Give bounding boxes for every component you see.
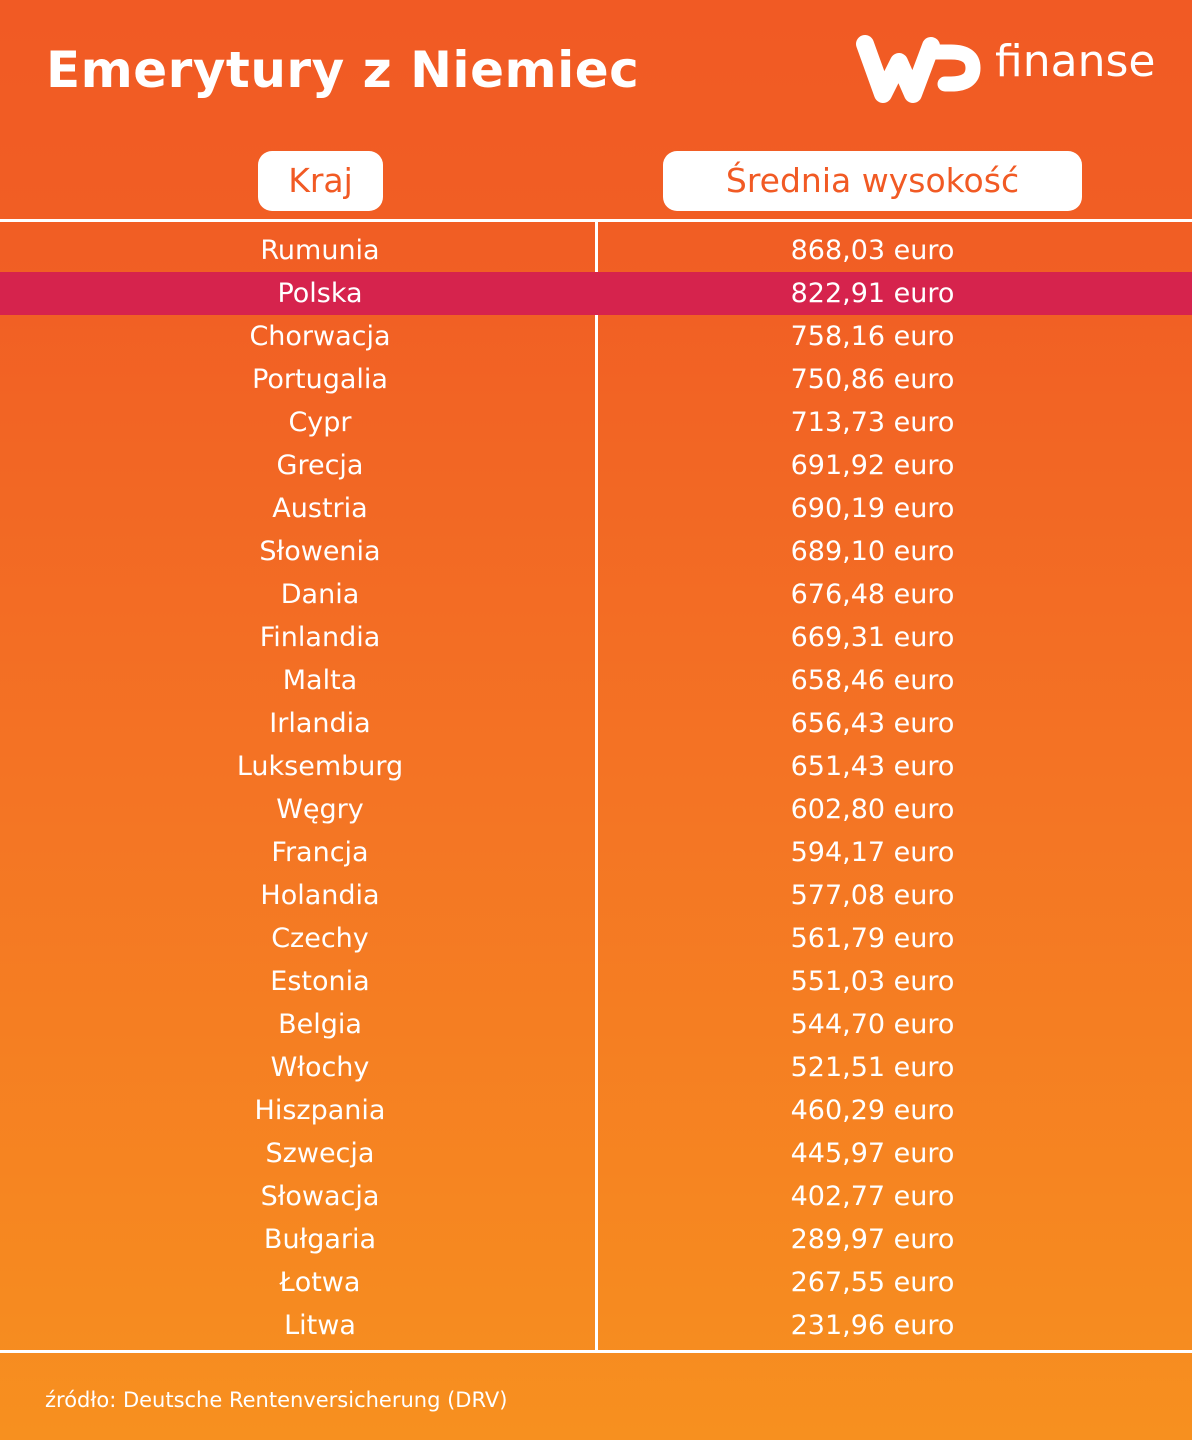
column-divider <box>595 221 598 1352</box>
logo-text: finanse <box>995 36 1156 87</box>
table-row-highlighted: Polska 822,91 euro <box>0 272 1192 315</box>
value-cell: 656,43 euro <box>790 708 955 739</box>
country-cell: Czechy <box>271 923 369 954</box>
value-cell: 691,92 euro <box>790 450 955 481</box>
wp-logo-icon <box>856 35 981 103</box>
table-top-divider <box>0 219 1192 222</box>
value-cell: 758,16 euro <box>790 321 955 352</box>
value-cell: 868,03 euro <box>790 235 955 266</box>
value-cell: 231,96 euro <box>790 1310 955 1341</box>
table-row: Portugalia 750,86 euro <box>0 358 1192 401</box>
table-body: Rumunia 868,03 euro Polska 822,91 euro Chorw… <box>0 229 1192 1347</box>
country-cell: Hiszpania <box>254 1095 386 1126</box>
column-header-average: Średnia wysokość <box>663 151 1082 211</box>
table-row: Słowenia 689,10 euro <box>0 530 1192 573</box>
page-title: Emerytury z Niemiec <box>46 41 640 99</box>
country-cell: Austria <box>272 493 368 524</box>
country-cell: Grecja <box>276 450 364 481</box>
country-cell: Dania <box>280 579 360 610</box>
table-row: Bułgaria 289,97 euro <box>0 1218 1192 1261</box>
table-row: Luksemburg 651,43 euro <box>0 745 1192 788</box>
table-row: Francja 594,17 euro <box>0 831 1192 874</box>
value-cell: 676,48 euro <box>790 579 955 610</box>
table-row: Rumunia 868,03 euro <box>0 229 1192 272</box>
country-cell: Estonia <box>270 966 370 997</box>
country-cell: Słowenia <box>259 536 381 567</box>
table-row: Estonia 551,03 euro <box>0 960 1192 1003</box>
country-cell: Cypr <box>288 407 352 438</box>
value-cell: 289,97 euro <box>790 1224 955 1255</box>
country-cell: Irlandia <box>269 708 371 739</box>
table-row: Irlandia 656,43 euro <box>0 702 1192 745</box>
country-cell: Chorwacja <box>249 321 391 352</box>
value-cell: 521,51 euro <box>790 1052 955 1083</box>
table-row: Łotwa 267,55 euro <box>0 1261 1192 1304</box>
country-cell: Łotwa <box>279 1267 361 1298</box>
country-cell: Finlandia <box>259 622 381 653</box>
value-cell: 267,55 euro <box>790 1267 955 1298</box>
column-header-country: Kraj <box>258 151 383 211</box>
table-row: Chorwacja 758,16 euro <box>0 315 1192 358</box>
country-cell: Słowacja <box>260 1181 380 1212</box>
country-cell: Luksemburg <box>236 751 404 782</box>
country-cell: Włochy <box>270 1052 370 1083</box>
country-cell: Portugalia <box>252 364 388 395</box>
country-cell: Polska <box>277 278 363 309</box>
value-cell: 602,80 euro <box>790 794 955 825</box>
value-cell: 651,43 euro <box>790 751 955 782</box>
country-cell: Bułgaria <box>263 1224 377 1255</box>
table-row: Litwa 231,96 euro <box>0 1304 1192 1347</box>
table-row: Włochy 521,51 euro <box>0 1046 1192 1089</box>
country-cell: Francja <box>271 837 369 868</box>
table-row: Cypr 713,73 euro <box>0 401 1192 444</box>
value-cell: 822,91 euro <box>790 278 955 309</box>
value-cell: 402,77 euro <box>790 1181 955 1212</box>
country-cell: Rumunia <box>260 235 380 266</box>
table-row: Holandia 577,08 euro <box>0 874 1192 917</box>
country-cell: Malta <box>282 665 358 696</box>
country-cell: Belgia <box>278 1009 362 1040</box>
value-cell: 551,03 euro <box>790 966 955 997</box>
value-cell: 750,86 euro <box>790 364 955 395</box>
value-cell: 594,17 euro <box>790 837 955 868</box>
value-cell: 445,97 euro <box>790 1138 955 1169</box>
country-cell: Węgry <box>276 794 364 825</box>
value-cell: 544,70 euro <box>790 1009 955 1040</box>
table-row: Finlandia 669,31 euro <box>0 616 1192 659</box>
table-row: Grecja 691,92 euro <box>0 444 1192 487</box>
table-row: Malta 658,46 euro <box>0 659 1192 702</box>
value-cell: 658,46 euro <box>790 665 955 696</box>
table-row: Słowacja 402,77 euro <box>0 1175 1192 1218</box>
value-cell: 460,29 euro <box>790 1095 955 1126</box>
value-cell: 577,08 euro <box>790 880 955 911</box>
table-row: Belgia 544,70 euro <box>0 1003 1192 1046</box>
country-cell: Litwa <box>284 1310 356 1341</box>
table-row: Dania 676,48 euro <box>0 573 1192 616</box>
table-row: Hiszpania 460,29 euro <box>0 1089 1192 1132</box>
country-cell: Szwecja <box>265 1138 375 1169</box>
table-row: Węgry 602,80 euro <box>0 788 1192 831</box>
table-bottom-divider <box>0 1350 1192 1353</box>
table-row: Szwecja 445,97 euro <box>0 1132 1192 1175</box>
source-note: źródło: Deutsche Rentenversicherung (DRV… <box>45 1388 508 1412</box>
country-cell: Holandia <box>260 880 380 911</box>
value-cell: 690,19 euro <box>790 493 955 524</box>
table-row: Czechy 561,79 euro <box>0 917 1192 960</box>
wp-finanse-logo: finanse <box>855 32 1165 107</box>
table-row: Austria 690,19 euro <box>0 487 1192 530</box>
value-cell: 561,79 euro <box>790 923 955 954</box>
value-cell: 669,31 euro <box>790 622 955 653</box>
value-cell: 689,10 euro <box>790 536 955 567</box>
value-cell: 713,73 euro <box>790 407 955 438</box>
